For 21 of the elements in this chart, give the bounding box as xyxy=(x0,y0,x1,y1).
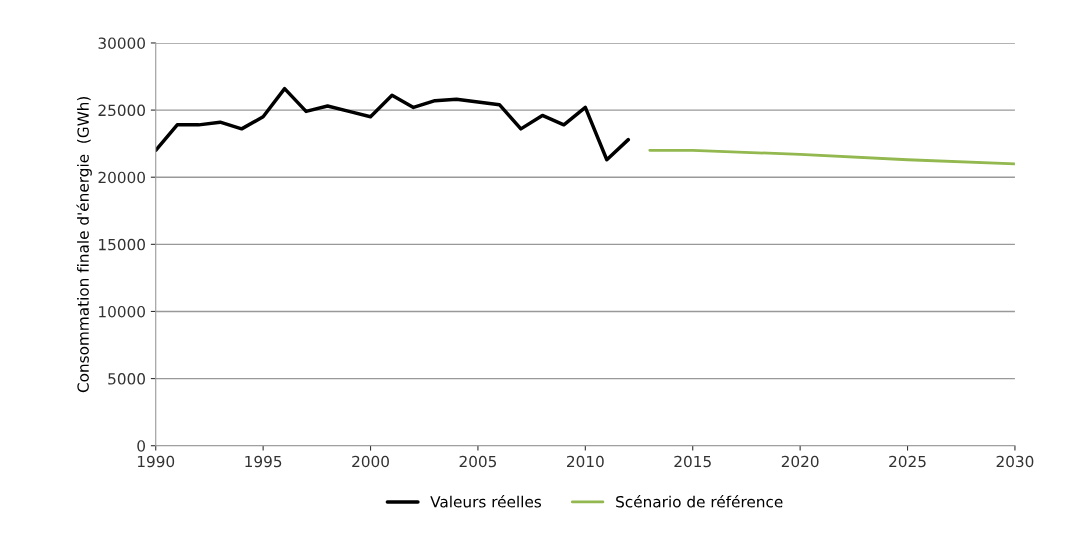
y-tick-label: 25000 xyxy=(98,104,145,117)
x-tick-label: 2015 xyxy=(674,455,711,468)
x-tick-label: 2000 xyxy=(352,455,389,468)
y-tick-label: 30000 xyxy=(98,37,145,49)
y-axis-title: Consommation finale d'énergie (GWh) xyxy=(76,96,92,393)
x-tick-label: 2025 xyxy=(889,455,926,468)
y-tick-label: 20000 xyxy=(98,171,145,184)
y-tick-label: 0 xyxy=(137,440,145,452)
x-tick-label: 2010 xyxy=(567,455,604,468)
legend-label: Scénario de référence xyxy=(616,495,783,508)
line-series xyxy=(648,148,1015,166)
legend-label: Valeurs réelles xyxy=(430,495,542,508)
line-series xyxy=(155,86,631,162)
x-tick-label: 2005 xyxy=(459,455,497,468)
y-tick-label: 10000 xyxy=(99,305,145,318)
y-tick-label: 5000 xyxy=(108,373,145,385)
x-tick-label: 1995 xyxy=(245,455,282,468)
y-tick-label: 15000 xyxy=(99,238,145,251)
x-tick-label: 2020 xyxy=(781,455,819,468)
x-tick-label: 1990 xyxy=(137,455,175,468)
x-tick-label: 2030 xyxy=(996,455,1034,468)
